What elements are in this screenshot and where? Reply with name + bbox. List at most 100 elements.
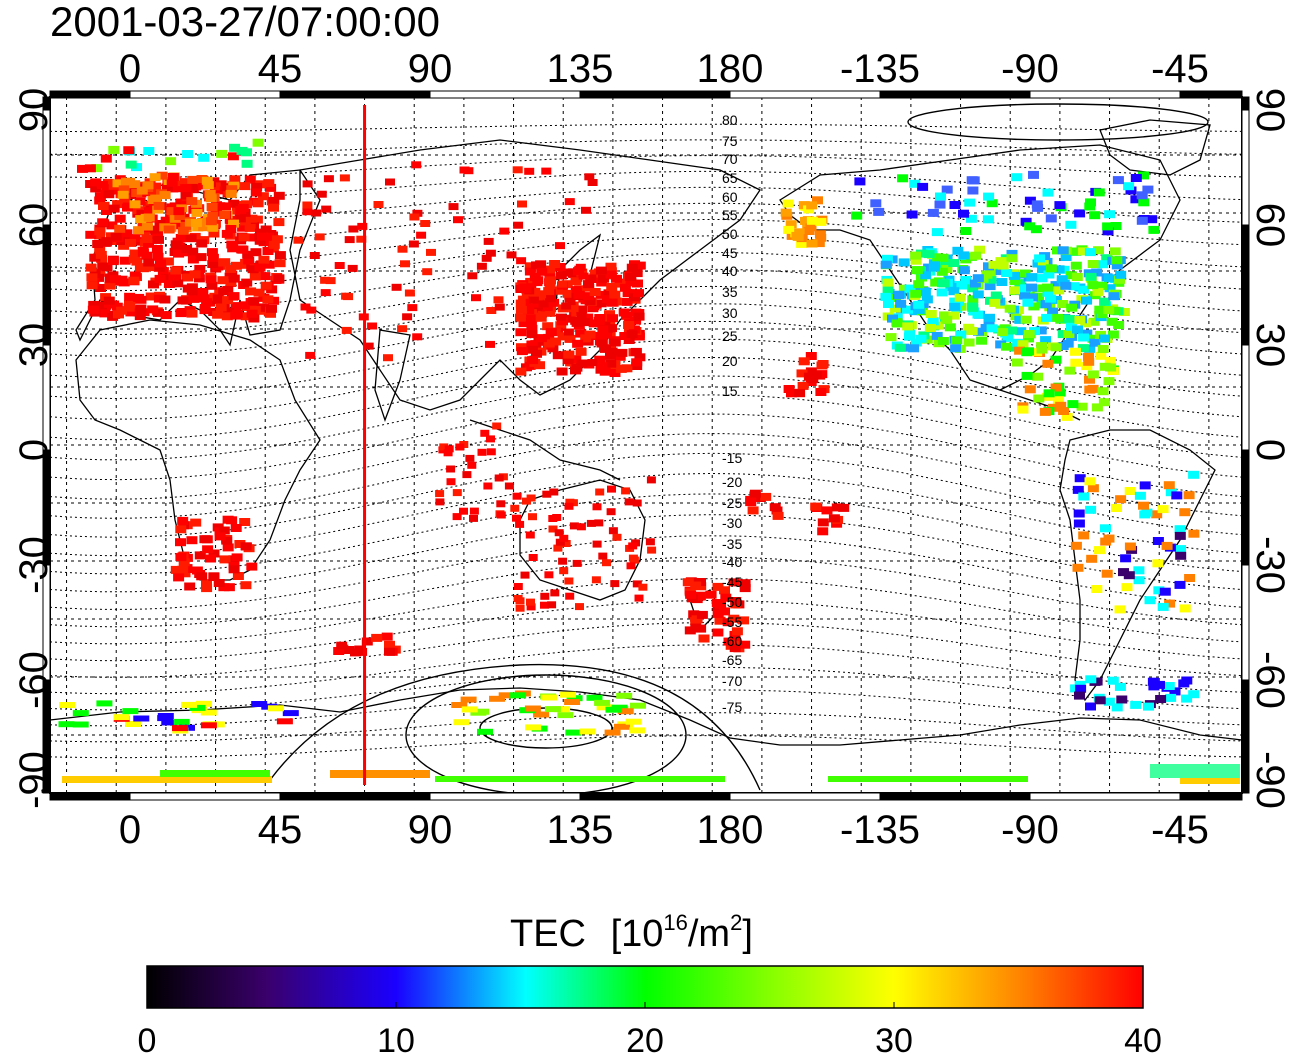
tec-sample [1011, 358, 1023, 367]
tec-sample [1095, 351, 1107, 360]
tec-sample [598, 552, 608, 560]
tec-sample [854, 177, 866, 186]
tec-sample [524, 262, 536, 271]
tec-sample [545, 276, 556, 285]
tec-sample [996, 278, 1008, 286]
tec-sample [1032, 372, 1044, 381]
tec-sample [170, 240, 182, 249]
tec-sample [1024, 222, 1036, 231]
tec-sample [576, 359, 588, 368]
tec-sample [232, 572, 244, 580]
tec-sample [609, 338, 621, 347]
tec-sample [147, 305, 159, 314]
tec-sample [480, 429, 490, 437]
tec-sample [527, 356, 539, 365]
tec-sample [561, 302, 572, 310]
tec-sample [745, 498, 757, 507]
tec-sample [229, 175, 241, 184]
tec-sample [605, 262, 617, 271]
tec-sample [131, 189, 143, 197]
tec-sample [173, 207, 185, 216]
contour-label: -35 [722, 536, 742, 552]
contour-label: 35 [722, 284, 738, 300]
tec-sample [72, 721, 89, 728]
tec-sample [1065, 271, 1077, 280]
tec-sample [817, 527, 829, 536]
right-axis-bar [1241, 96, 1250, 111]
tec-sample [1124, 542, 1136, 551]
tec-sample [59, 702, 76, 708]
tec-sample [601, 330, 612, 339]
tec-sample [125, 238, 136, 247]
tec-sample [617, 708, 634, 715]
tec-sample [201, 584, 213, 593]
tec-sample [817, 518, 829, 527]
tec-sample [108, 145, 120, 154]
tec-sample [982, 215, 994, 224]
tec-sample [1130, 174, 1142, 182]
tec-sample [634, 594, 644, 602]
tec-sample [1024, 196, 1036, 205]
tec-sample [1033, 394, 1045, 403]
tec-sample [630, 347, 642, 356]
tec-sample [187, 175, 199, 184]
tec-sample [935, 192, 946, 201]
tec-sample [632, 499, 642, 507]
tec-sample [597, 325, 609, 334]
tec-sample [1097, 345, 1109, 353]
tec-sample [1085, 198, 1096, 207]
tec-sample [540, 592, 550, 600]
tec-sample [473, 708, 490, 715]
tec-sample [251, 183, 263, 191]
tec-sample [543, 339, 555, 348]
tec-sample [1019, 269, 1031, 278]
tec-sample [207, 211, 219, 220]
tec-sample [486, 435, 495, 443]
bottom-tick-label: -135 [840, 808, 920, 852]
tec-sample [1050, 383, 1062, 392]
tec-sample [159, 295, 171, 304]
tec-sample [133, 226, 144, 235]
tec-sample [367, 322, 378, 330]
tec-sample [749, 489, 761, 498]
tec-sample [175, 525, 187, 534]
tec-sample [228, 565, 240, 574]
tec-sample [1087, 281, 1099, 290]
tec-sample [182, 150, 194, 158]
tec-sample [610, 580, 620, 588]
tec-sample [792, 232, 804, 241]
tec-sample [230, 261, 242, 270]
tec-sample [525, 531, 535, 539]
tec-sample [1142, 185, 1154, 194]
tec-sample [1110, 222, 1122, 230]
tec-sample [1052, 396, 1064, 405]
tec-sample [1085, 505, 1097, 514]
tec-sample [565, 729, 582, 736]
tec-sample [594, 699, 611, 706]
tec-sample [895, 299, 907, 308]
tec-sample [615, 364, 627, 373]
tec-sample [561, 540, 571, 547]
tec-sample [493, 296, 504, 304]
tec-sample [321, 205, 332, 213]
bottom-tick-label: 180 [697, 808, 764, 852]
tec-sample [526, 494, 536, 502]
tec-sample [552, 351, 564, 360]
tec-sample [967, 186, 979, 195]
tec-sample [273, 218, 285, 227]
tec-sample [72, 710, 89, 717]
tec-sample [244, 175, 256, 184]
tec-sample [525, 724, 542, 731]
tec-sample [185, 234, 197, 243]
tec-sample [259, 272, 271, 281]
tec-sample [1174, 531, 1186, 540]
tec-sample [1163, 682, 1175, 690]
tec-sample [814, 230, 826, 239]
tec-sample [984, 282, 996, 291]
bottom-tick-label: -45 [1151, 808, 1209, 852]
tec-sample [336, 641, 348, 650]
tec-sample [596, 362, 608, 371]
tec-sample [1068, 282, 1080, 291]
tec-sample [1045, 264, 1057, 273]
tec-sample [1111, 504, 1122, 512]
